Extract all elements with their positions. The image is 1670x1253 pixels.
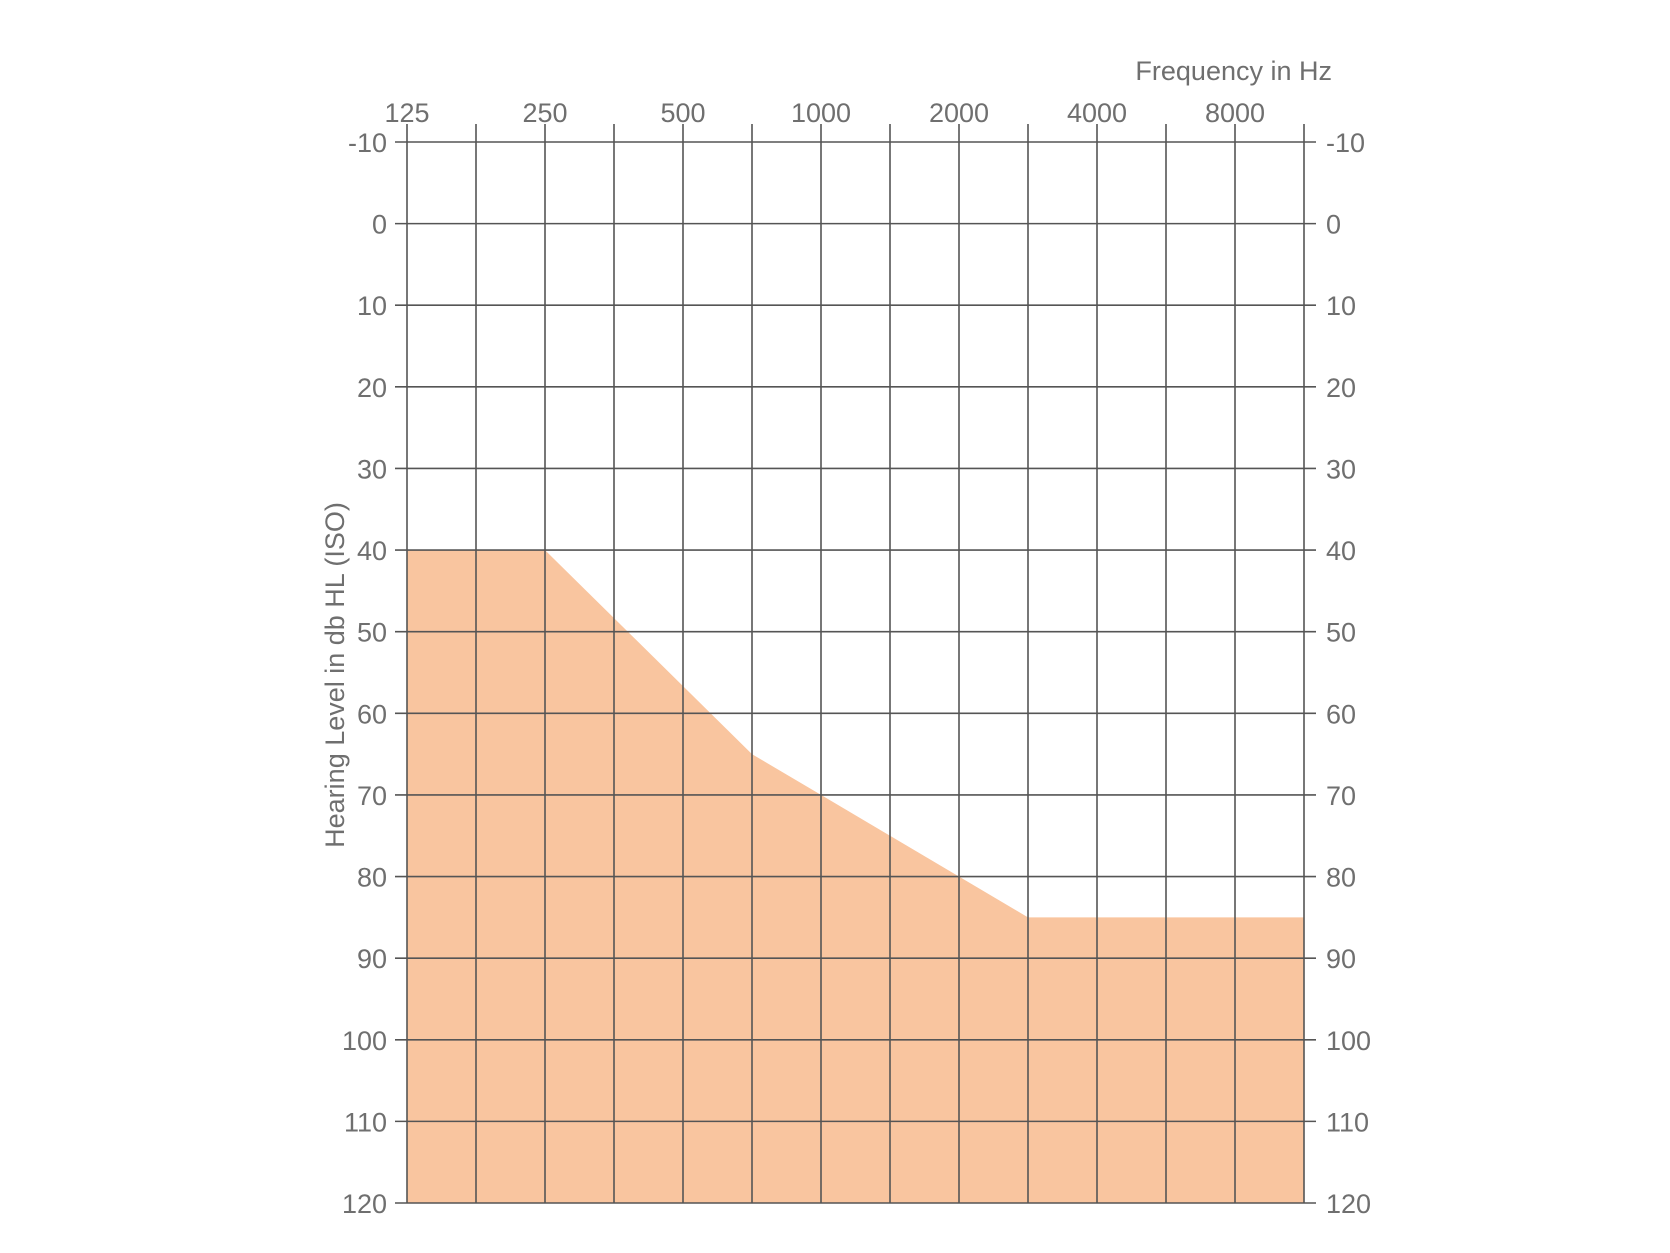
label-layer: -10 0 10 20 30 40 50 60 70 80 90 100 110 120 -10 0 10 20 3… [342,98,1371,1219]
y-tick-label-right: 30 [1326,454,1356,484]
y-tick-label-right: 0 [1326,210,1341,240]
y-tick-label-right: 90 [1326,944,1356,974]
x-tick-label: 250 [522,98,567,128]
grid-layer [395,124,1316,1204]
y-tick-label-left: 90 [357,944,387,974]
y-tick-label-right: 110 [1326,1107,1369,1137]
y-axis-title: Hearing Level in db HL (ISO) [320,502,350,848]
x-tick-label: 125 [384,98,429,128]
y-tick-label-left: 50 [357,618,387,648]
y-tick-label-left: 80 [357,863,387,893]
y-tick-label-left: 0 [372,210,387,240]
x-axis-title: Frequency in Hz [1135,56,1332,86]
y-tick-label-right: 100 [1326,1026,1371,1056]
y-tick-label-right: 10 [1326,291,1356,321]
y-tick-label-right: 50 [1326,618,1356,648]
y-tick-label-left: 120 [342,1189,387,1219]
y-tick-label-left: 60 [357,699,387,729]
y-tick-label-right: 70 [1326,781,1356,811]
y-tick-label-left: -10 [348,128,387,158]
y-tick-label-left: 20 [357,373,387,403]
y-tick-label-left: 30 [357,454,387,484]
y-tick-label-right: 20 [1326,373,1356,403]
x-tick-label: 1000 [791,98,851,128]
y-tick-label-right: 120 [1326,1189,1371,1219]
y-tick-label-right: 80 [1326,863,1356,893]
y-tick-label-left: 70 [357,781,387,811]
y-tick-label-right: 60 [1326,699,1356,729]
y-tick-label-left: 40 [357,536,387,566]
x-tick-label: 500 [660,98,705,128]
x-tick-label: 4000 [1067,98,1127,128]
y-tick-label-left: 10 [357,291,387,321]
y-tick-label-left: 100 [342,1026,387,1056]
x-tick-label: 8000 [1205,98,1265,128]
y-tick-label-right: 40 [1326,536,1356,566]
y-tick-label-left: 110 [344,1107,387,1137]
y-tick-label-right: -10 [1326,128,1365,158]
x-tick-label: 2000 [929,98,989,128]
